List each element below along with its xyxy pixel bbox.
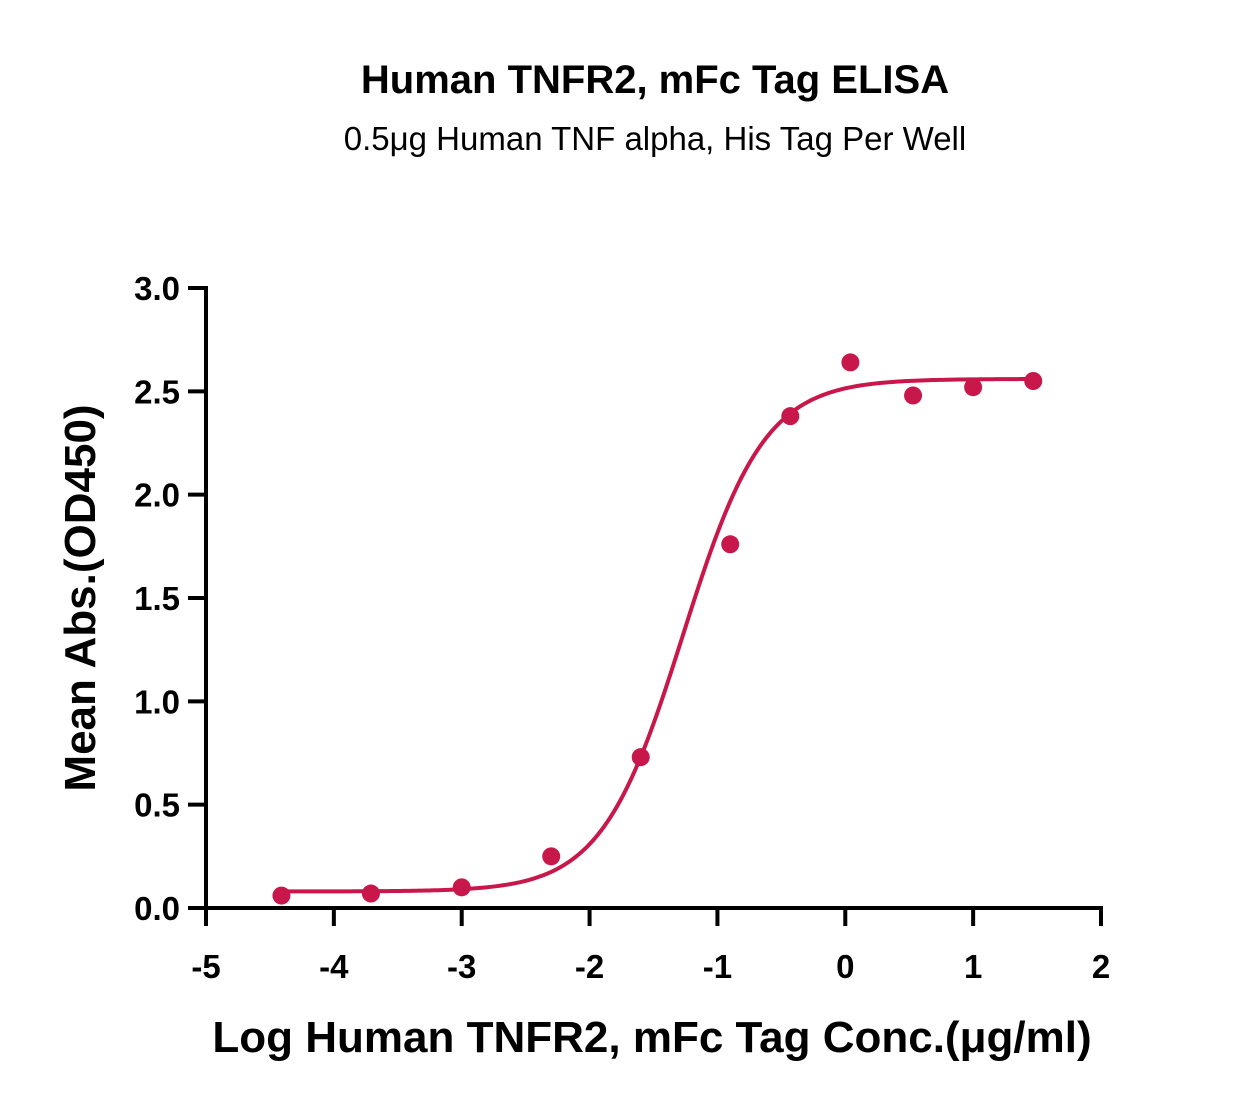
- x-axis-label: Log Human TNFR2, mFc Tag Conc.(μg/ml): [212, 1013, 1091, 1062]
- x-ticks: -5 -4 -3 -2 -1 0 1 2: [191, 908, 1110, 985]
- data-points: [272, 353, 1043, 905]
- y-tick-label: 3.0: [134, 270, 180, 307]
- y-tick-label: 2.5: [134, 373, 180, 410]
- x-tick-label: -5: [191, 948, 220, 985]
- x-tick-label: -2: [575, 948, 604, 985]
- y-ticks: 0.0 0.5 1.0 1.5 2.0 2.5 3.0: [134, 270, 206, 927]
- data-point: [452, 878, 471, 897]
- data-point: [361, 884, 380, 903]
- data-point: [781, 407, 800, 426]
- fit-curve: [281, 377, 1034, 894]
- chart-subtitle: 0.5μg Human TNF alpha, His Tag Per Well: [344, 120, 966, 157]
- y-tick-label: 2.0: [134, 477, 180, 514]
- data-point: [964, 378, 983, 397]
- x-tick-label: -3: [447, 948, 476, 985]
- data-point: [841, 353, 860, 372]
- x-tick-label: 1: [964, 948, 982, 985]
- y-tick-label: 1.0: [134, 683, 180, 720]
- data-point: [721, 535, 740, 554]
- x-tick-label: 0: [836, 948, 854, 985]
- y-tick-label: 1.5: [134, 580, 180, 617]
- x-tick-label: -4: [319, 948, 349, 985]
- data-point: [272, 886, 291, 905]
- data-point: [542, 847, 561, 866]
- data-point: [1024, 372, 1043, 390]
- data-point: [631, 748, 650, 767]
- data-point: [904, 386, 923, 405]
- x-tick-label: -1: [703, 948, 732, 985]
- x-tick-label: 2: [1092, 948, 1110, 985]
- chart-title: Human TNFR2, mFc Tag ELISA: [361, 58, 949, 102]
- y-axis-label: Mean Abs.(OD450): [56, 404, 105, 791]
- y-tick-label: 0.5: [134, 787, 180, 824]
- y-tick-label: 0.0: [134, 890, 180, 927]
